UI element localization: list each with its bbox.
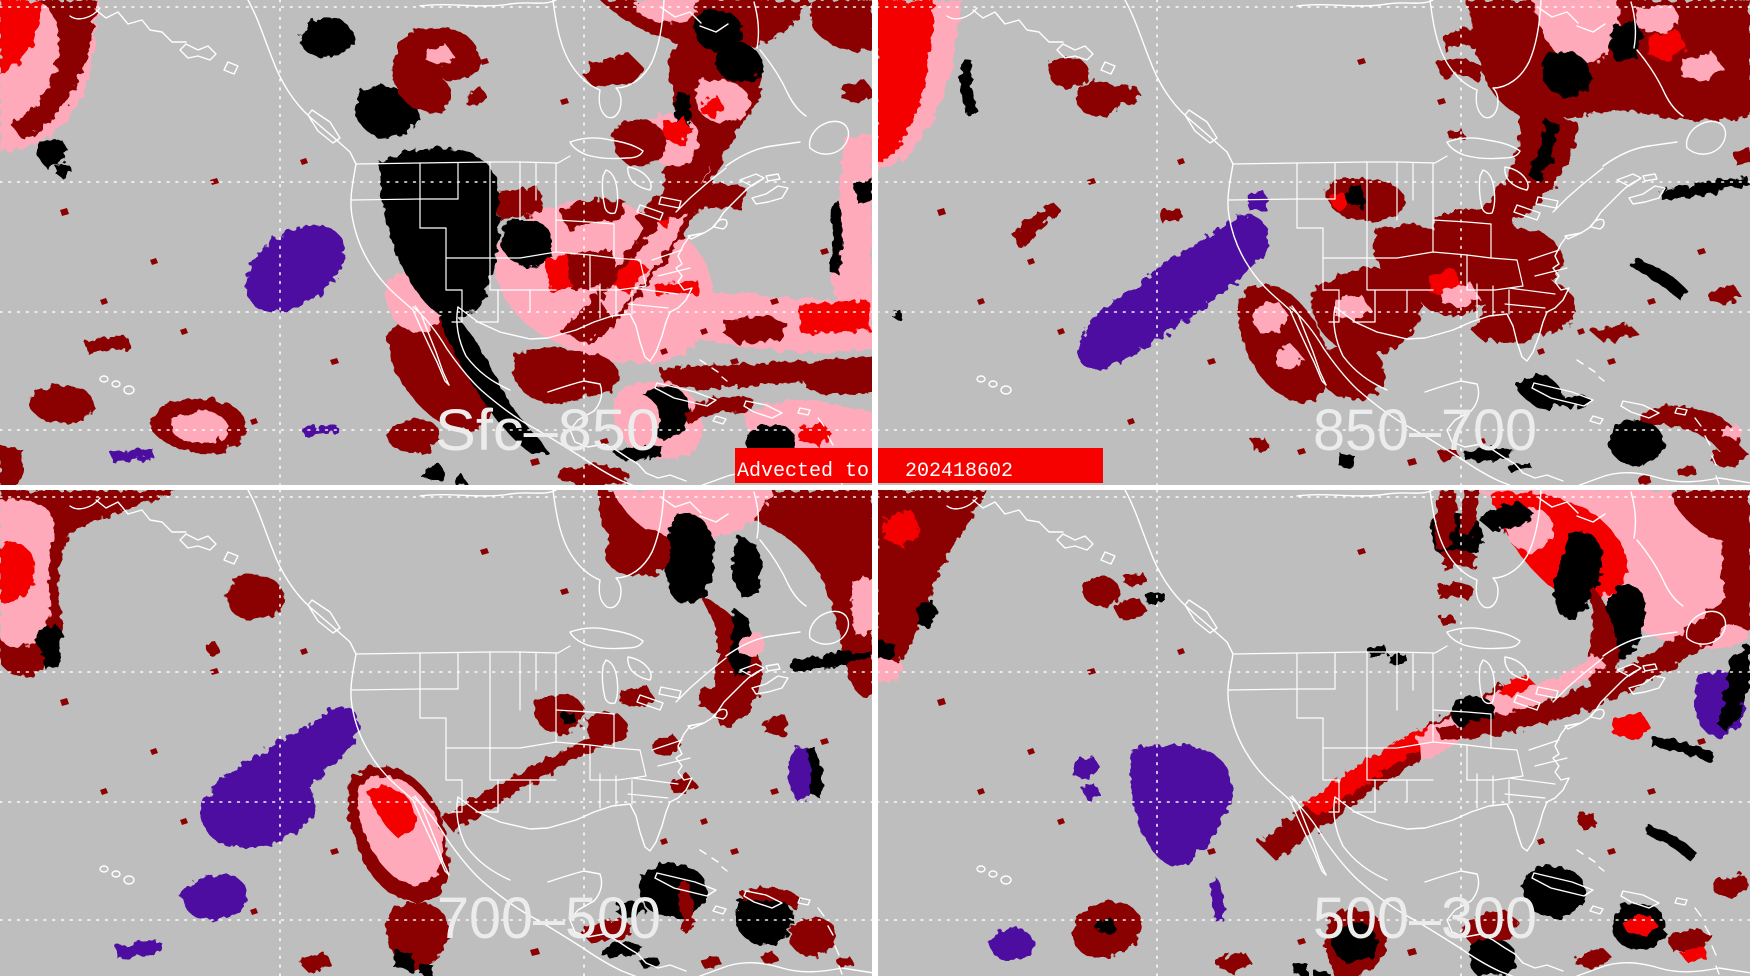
svg-text:500–300: 500–300 <box>1313 886 1537 951</box>
svg-text:202418602: 202418602 <box>905 460 1013 483</box>
svg-text:700–500: 700–500 <box>437 886 661 951</box>
svg-text:Advected to: Advected to <box>737 460 869 483</box>
svg-text:Sfc–850: Sfc–850 <box>435 398 660 463</box>
svg-text:850–700: 850–700 <box>1313 398 1537 463</box>
